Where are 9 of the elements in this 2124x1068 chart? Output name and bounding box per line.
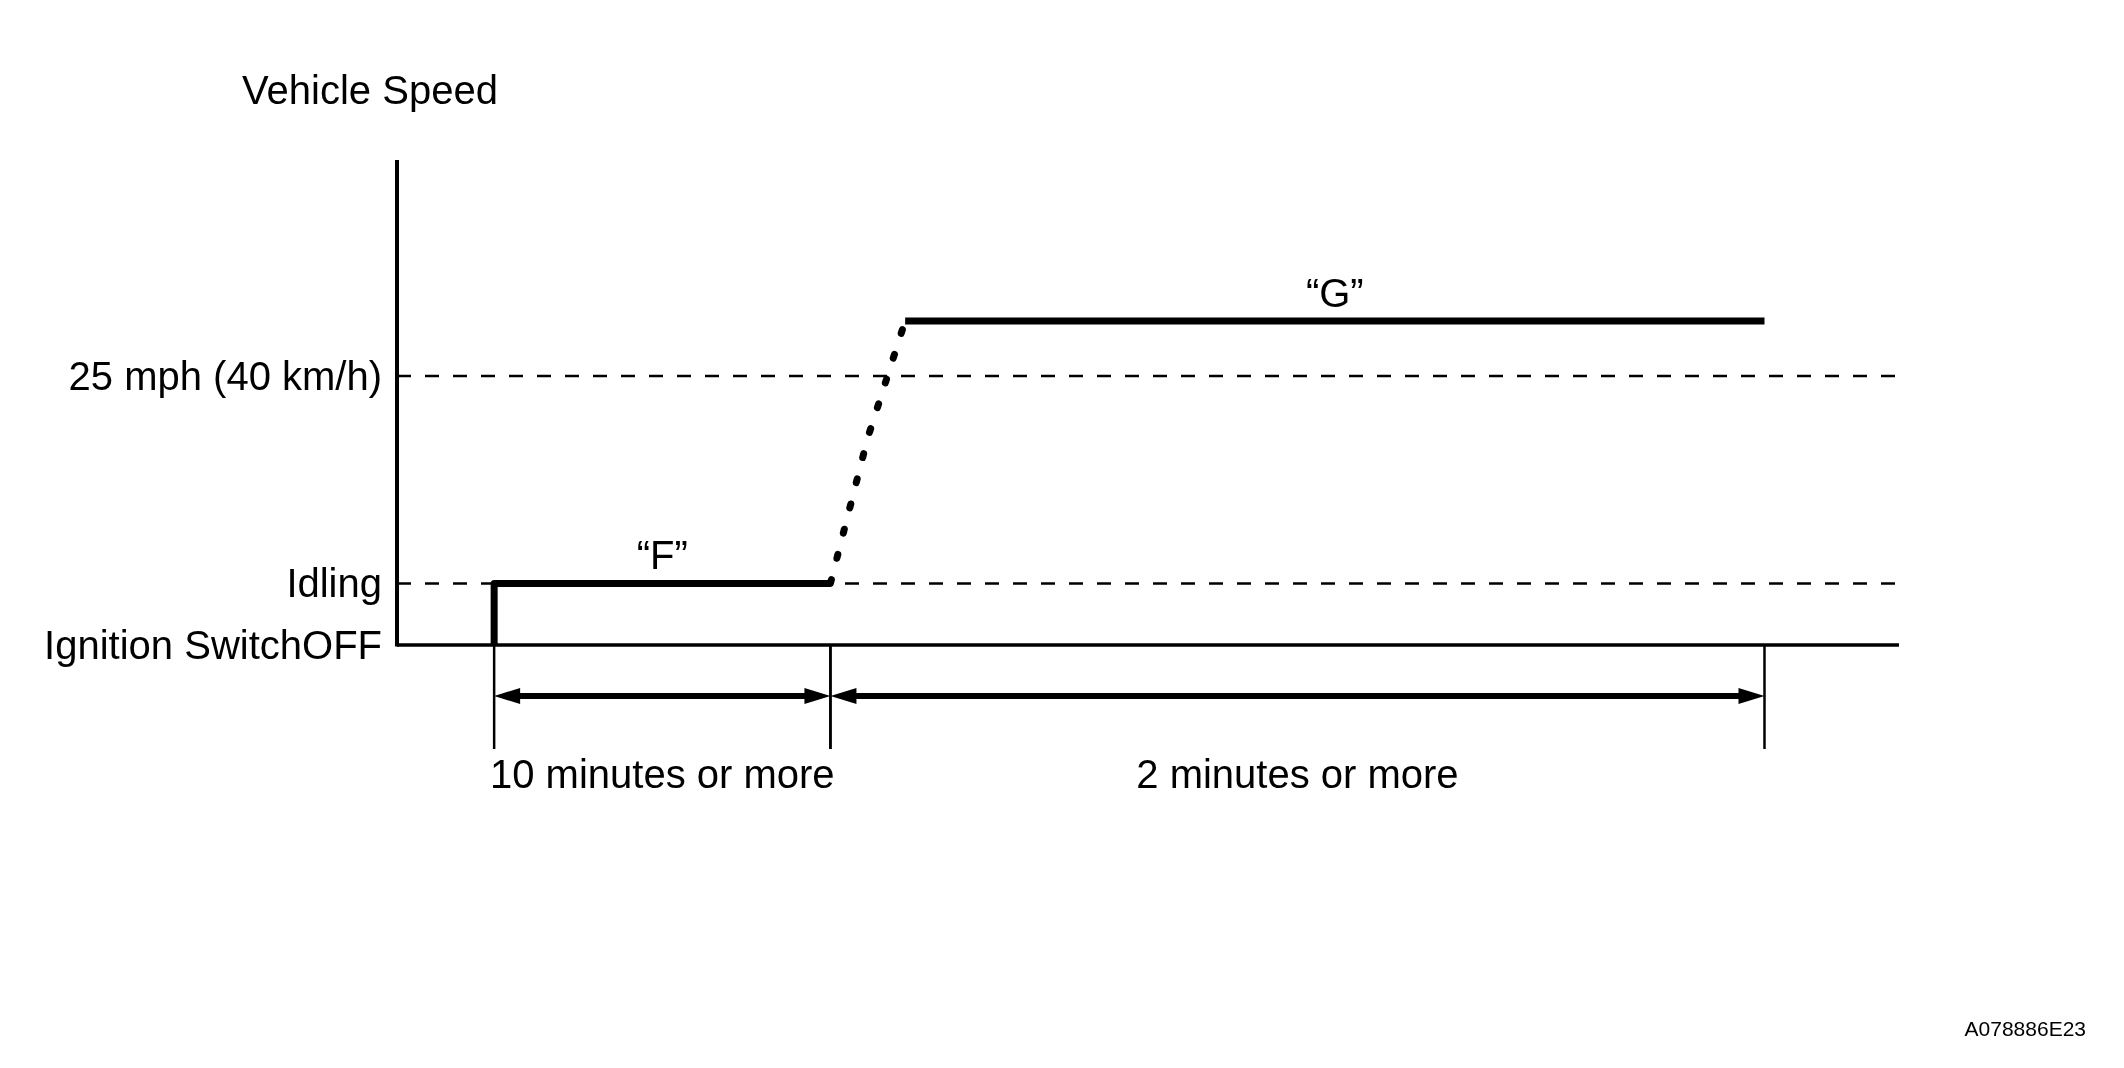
text: 2 minutes or more (1136, 752, 1459, 796)
series-label: “F” (636, 533, 688, 578)
chart-title: Vehicle Speed (242, 68, 498, 112)
ref-line-label: Idling (286, 561, 382, 606)
text: 10 minutes or more (489, 752, 835, 796)
ref-line-label: 25 mph (40 km/h) (68, 354, 382, 399)
text: A078886E23 (1964, 1017, 2086, 1040)
ref-line-label: Ignition SwitchOFF (44, 623, 382, 667)
series-label: “G” (1305, 271, 1364, 315)
